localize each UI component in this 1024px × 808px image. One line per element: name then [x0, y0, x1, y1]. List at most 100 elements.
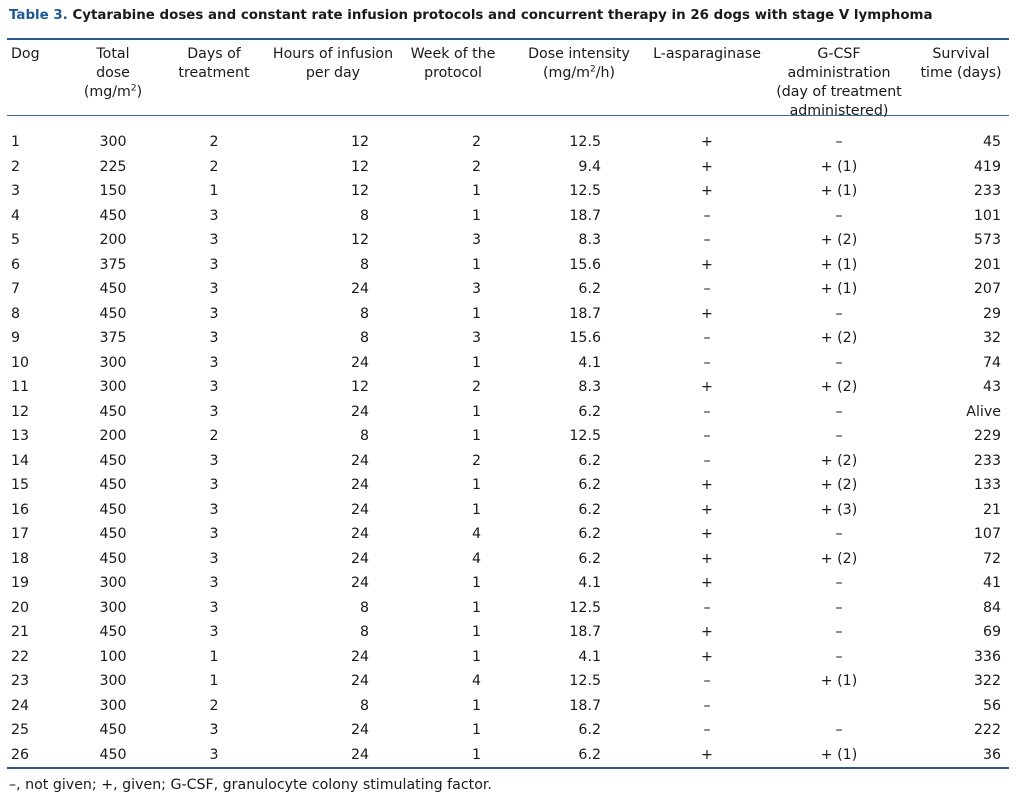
cell-hours: 8	[359, 624, 369, 640]
cell-hours: 24	[350, 746, 369, 763]
cell-total-dose: 375	[99, 330, 127, 346]
cell-dose-intensity: 6.2	[578, 501, 601, 518]
table-row: 18 450 3 24 4 6.2 + + (2) 72	[7, 547, 1009, 572]
cell-dog: 12	[11, 403, 30, 420]
cell-hours: 8	[359, 256, 369, 273]
cell-total-dose: 300	[99, 673, 127, 689]
cell-dog: 3	[11, 183, 21, 199]
cell-days: 3	[209, 330, 219, 346]
cell-total-dose: 450	[99, 477, 127, 493]
cell-dog: 24	[11, 697, 30, 714]
cell-gcsf: –	[835, 428, 843, 444]
table-caption: Table 3. Cytarabine doses and constant r…	[9, 8, 933, 23]
cell-gcsf: –	[835, 134, 843, 150]
col-header-week: Week of the protocol	[410, 46, 496, 81]
cell-survival: 222	[973, 722, 1001, 738]
table-row: 17 450 3 24 4 6.2 + – 107	[7, 522, 1009, 547]
cell-dog: 6	[11, 256, 21, 273]
table-row: 25 450 3 24 1 6.2 – – 222	[7, 718, 1009, 743]
cell-l-asparaginase: –	[703, 403, 711, 420]
header-rule	[7, 115, 1009, 116]
cell-dog: 20	[11, 599, 30, 616]
cell-total-dose: 450	[99, 746, 127, 763]
cell-survival: 21	[982, 501, 1001, 518]
cell-week: 4	[471, 526, 481, 542]
cell-days: 3	[209, 452, 219, 469]
cell-week: 1	[471, 599, 481, 616]
cell-dog: 13	[11, 428, 30, 444]
cell-dog: 7	[11, 281, 21, 297]
cell-hours: 24	[350, 452, 369, 469]
cell-l-asparaginase: +	[701, 624, 713, 640]
cell-days: 2	[209, 428, 219, 444]
cell-hours: 24	[350, 281, 369, 297]
cell-survival: 41	[982, 575, 1001, 591]
cell-total-dose: 450	[99, 550, 127, 567]
cell-week: 1	[471, 305, 481, 322]
cell-survival: 29	[982, 305, 1001, 322]
cell-gcsf: + (2)	[820, 379, 858, 395]
cell-dog: 19	[11, 575, 30, 591]
cell-survival: 336	[973, 648, 1001, 665]
cell-dog: 18	[11, 550, 30, 567]
table-row: 16 450 3 24 1 6.2 + + (3) 21	[7, 498, 1009, 523]
table-row: 26 450 3 24 1 6.2 + + (1) 36	[7, 743, 1009, 768]
cell-week: 1	[471, 477, 481, 493]
cell-hours: 24	[350, 575, 369, 591]
cell-dose-intensity: 18.7	[569, 624, 601, 640]
cell-dose-intensity: 6.2	[578, 746, 601, 763]
cell-dog: 11	[11, 379, 30, 395]
cell-dose-intensity: 9.4	[578, 158, 601, 175]
cell-week: 4	[471, 673, 481, 689]
cell-week: 1	[471, 207, 481, 224]
cell-gcsf: –	[835, 599, 843, 616]
cell-survival: 56	[982, 697, 1001, 714]
cell-total-dose: 450	[99, 526, 127, 542]
cell-dose-intensity: 18.7	[569, 305, 601, 322]
data-table: Dog Total dose (mg/m2) Days of treatment Ho…	[7, 45, 1009, 767]
cell-gcsf: + (1)	[820, 281, 858, 297]
cell-dose-intensity: 4.1	[578, 648, 601, 665]
cell-dose-intensity: 12.5	[569, 599, 601, 616]
cell-hours: 24	[350, 722, 369, 738]
table-footnote: –, not given; +, given; G-CSF, granulocy…	[9, 777, 492, 793]
cell-dog: 4	[11, 207, 21, 224]
cell-total-dose: 225	[99, 158, 127, 175]
cell-total-dose: 300	[99, 599, 127, 616]
table-row: 12 450 3 24 1 6.2 – – Alive	[7, 400, 1009, 425]
cell-week: 1	[471, 624, 481, 640]
bottom-rule	[7, 767, 1009, 769]
cell-total-dose: 300	[99, 134, 127, 150]
cell-days: 3	[209, 722, 219, 738]
cell-week: 1	[471, 575, 481, 591]
cell-week: 1	[471, 354, 481, 371]
cell-dose-intensity: 18.7	[569, 697, 601, 714]
cell-survival: 74	[982, 354, 1001, 371]
cell-l-asparaginase: +	[701, 134, 713, 150]
cell-days: 3	[209, 575, 219, 591]
cell-total-dose: 450	[99, 281, 127, 297]
cell-gcsf: + (2)	[820, 232, 858, 248]
cell-gcsf: + (3)	[820, 501, 858, 518]
table-row: 8 450 3 8 1 18.7 + – 29	[7, 302, 1009, 327]
cell-days: 3	[209, 746, 219, 763]
cell-l-asparaginase: +	[701, 379, 713, 395]
cell-gcsf: + (2)	[820, 330, 858, 346]
cell-total-dose: 450	[99, 452, 127, 469]
cell-total-dose: 375	[99, 256, 127, 273]
cell-dog: 8	[11, 305, 21, 322]
cell-total-dose: 300	[99, 354, 127, 371]
cell-week: 1	[471, 697, 481, 714]
cell-dose-intensity: 6.2	[578, 550, 601, 567]
cell-days: 2	[209, 158, 219, 175]
cell-l-asparaginase: +	[701, 501, 713, 518]
cell-dose-intensity: 4.1	[578, 354, 601, 371]
cell-survival: 107	[973, 526, 1001, 542]
cell-dog: 25	[11, 722, 30, 738]
cell-dose-intensity: 8.3	[578, 232, 601, 248]
cell-survival: 133	[973, 477, 1001, 493]
cell-survival: Alive	[966, 403, 1001, 420]
cell-hours: 12	[350, 158, 369, 175]
table-row: 1 300 2 12 2 12.5 + – 45	[7, 130, 1009, 155]
cell-dose-intensity: 18.7	[569, 207, 601, 224]
